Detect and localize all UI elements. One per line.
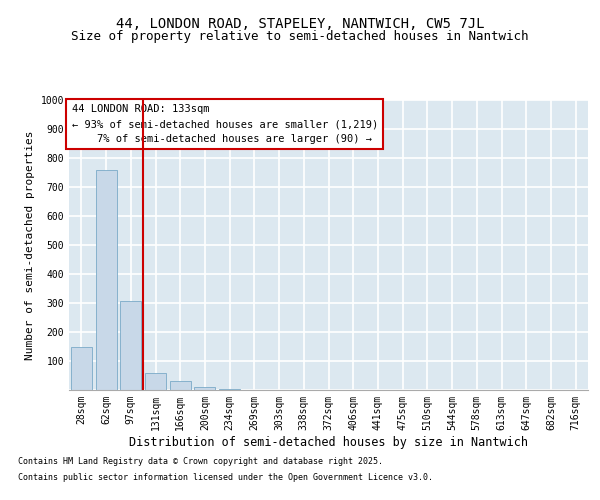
Bar bbox=[145, 372, 166, 390]
Text: 44 LONDON ROAD: 133sqm
← 93% of semi-detached houses are smaller (1,219)
    7% : 44 LONDON ROAD: 133sqm ← 93% of semi-det… bbox=[71, 104, 378, 144]
Bar bbox=[194, 387, 215, 390]
Text: 44, LONDON ROAD, STAPELEY, NANTWICH, CW5 7JL: 44, LONDON ROAD, STAPELEY, NANTWICH, CW5… bbox=[116, 18, 484, 32]
Text: Contains public sector information licensed under the Open Government Licence v3: Contains public sector information licen… bbox=[18, 472, 433, 482]
Bar bbox=[170, 382, 191, 390]
Text: Size of property relative to semi-detached houses in Nantwich: Size of property relative to semi-detach… bbox=[71, 30, 529, 43]
Y-axis label: Number of semi-detached properties: Number of semi-detached properties bbox=[25, 130, 35, 360]
X-axis label: Distribution of semi-detached houses by size in Nantwich: Distribution of semi-detached houses by … bbox=[129, 436, 528, 448]
Bar bbox=[120, 301, 141, 390]
Text: Contains HM Land Registry data © Crown copyright and database right 2025.: Contains HM Land Registry data © Crown c… bbox=[18, 458, 383, 466]
Bar bbox=[71, 346, 92, 390]
Bar bbox=[95, 170, 116, 390]
